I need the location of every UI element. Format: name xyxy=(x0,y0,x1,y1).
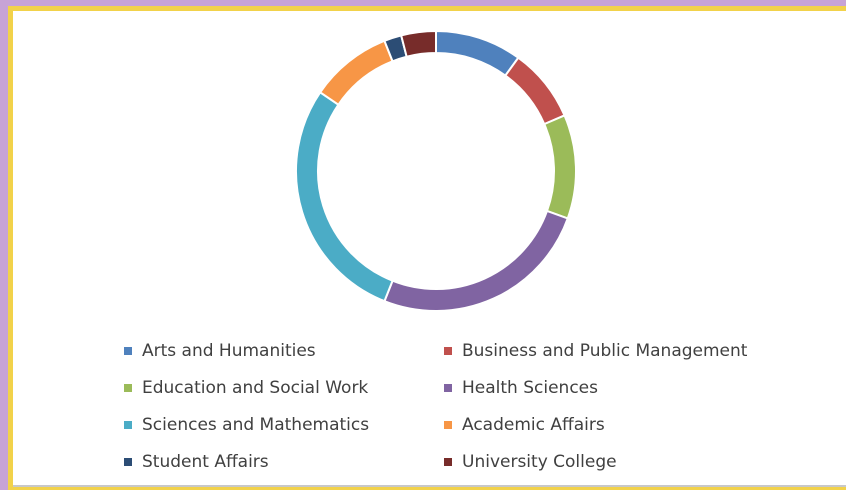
legend-marker xyxy=(124,347,132,355)
legend-label: Academic Affairs xyxy=(462,415,605,435)
legend-marker xyxy=(444,384,452,392)
legend-marker xyxy=(124,458,132,466)
chart-area xyxy=(13,11,846,487)
donut-segment xyxy=(435,29,520,77)
legend-label: Business and Public Management xyxy=(462,341,748,361)
legend-marker xyxy=(124,421,132,429)
donut-segment xyxy=(383,209,570,312)
legend-label: Student Affairs xyxy=(142,452,269,472)
donut-segment xyxy=(399,29,437,58)
donut-segment xyxy=(542,114,577,220)
donut-segment xyxy=(318,39,394,107)
legend-marker xyxy=(124,384,132,392)
panel-border xyxy=(8,6,846,490)
legend-label: Health Sciences xyxy=(462,378,598,398)
donut-segment xyxy=(503,56,566,126)
legend-label: Education and Social Work xyxy=(142,378,368,398)
donut-segment xyxy=(295,90,394,303)
legend-marker xyxy=(444,458,452,466)
legend-marker xyxy=(444,347,452,355)
legend-label: University College xyxy=(462,452,617,472)
legend-marker xyxy=(444,421,452,429)
legend-label: Sciences and Mathematics xyxy=(142,415,369,435)
legend-label: Arts and Humanities xyxy=(142,341,316,361)
